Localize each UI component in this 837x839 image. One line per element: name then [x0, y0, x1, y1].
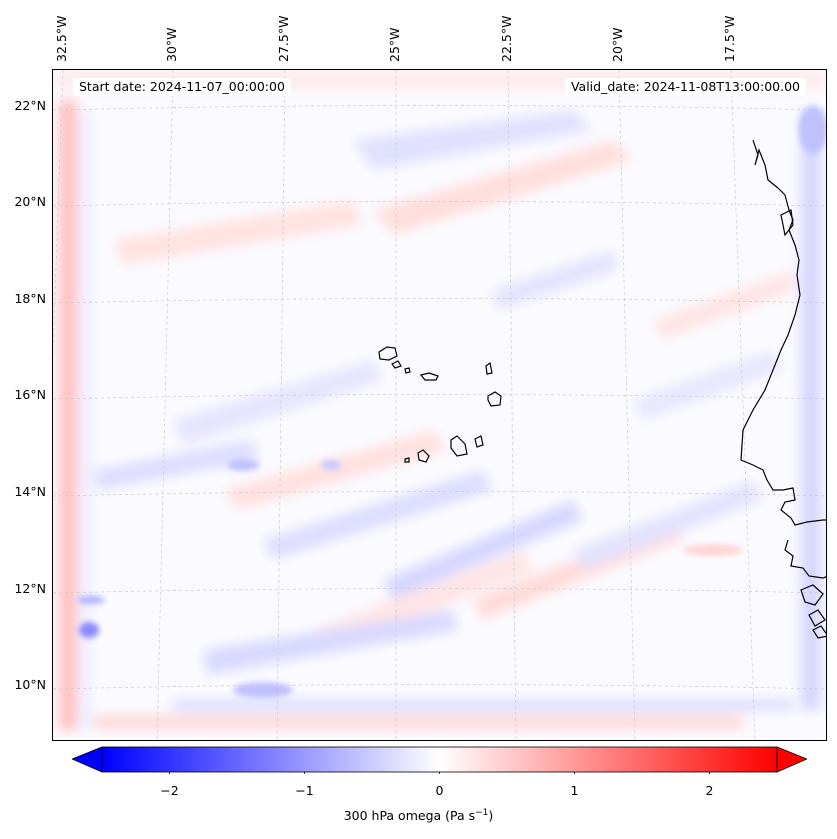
start-date-label: Start date: 2024-11-07_00:00:00 — [73, 78, 291, 96]
map-frame: Start date: 2024-11-07_00:00:00 Valid_da… — [52, 69, 827, 741]
latitude-label: 22°N — [14, 98, 46, 113]
parallel-line — [53, 201, 826, 207]
colorbar-tick-label: 0 — [435, 783, 444, 798]
latitude-label: 16°N — [14, 387, 46, 402]
colorbar-tick-label: 1 — [570, 783, 579, 798]
omega-field-features — [77, 106, 826, 698]
colorbar-label: 300 hPa omega (Pa s−1) — [343, 808, 494, 824]
longitude-label: 27.5°W — [276, 15, 291, 62]
latitude-label: 18°N — [14, 291, 46, 306]
colorbar-tick-label: 2 — [705, 783, 714, 798]
meridian-line — [507, 70, 517, 740]
longitude-label: 17.5°W — [722, 15, 737, 62]
parallel-line — [53, 298, 826, 304]
longitude-label: 32.5°W — [54, 15, 69, 62]
meridian-line — [618, 70, 636, 740]
colorbar-gradient — [101, 746, 778, 773]
longitude-label: 22.5°W — [499, 15, 514, 62]
meridian-line — [730, 70, 756, 740]
latitude-label: 20°N — [14, 194, 46, 209]
coastline — [378, 139, 826, 639]
parallel-line — [53, 588, 826, 594]
colorbar-max-extend — [776, 746, 807, 773]
latitude-label: 12°N — [14, 581, 46, 596]
colorbar-min-extend — [72, 746, 103, 773]
longitude-label: 20°W — [610, 27, 625, 62]
colorbar-tick-label: −1 — [295, 783, 314, 798]
parallel-line — [53, 105, 826, 111]
parallel-line — [53, 394, 826, 400]
latitude-label: 14°N — [14, 484, 46, 499]
parallel-line — [53, 491, 826, 497]
graticule — [53, 70, 826, 740]
omega-field — [53, 70, 826, 730]
latitude-label: 10°N — [14, 677, 46, 692]
meridian-line — [156, 70, 174, 740]
omega-field-map — [53, 70, 826, 740]
parallel-line — [53, 684, 826, 690]
meridian-line — [276, 70, 286, 740]
longitude-label: 30°W — [164, 27, 179, 62]
valid-date-label: Valid_date: 2024-11-08T13:00:00.00 — [564, 78, 806, 96]
colorbar — [72, 746, 807, 774]
colorbar-tick-label: −2 — [160, 783, 179, 798]
longitude-label: 25°W — [387, 27, 402, 62]
